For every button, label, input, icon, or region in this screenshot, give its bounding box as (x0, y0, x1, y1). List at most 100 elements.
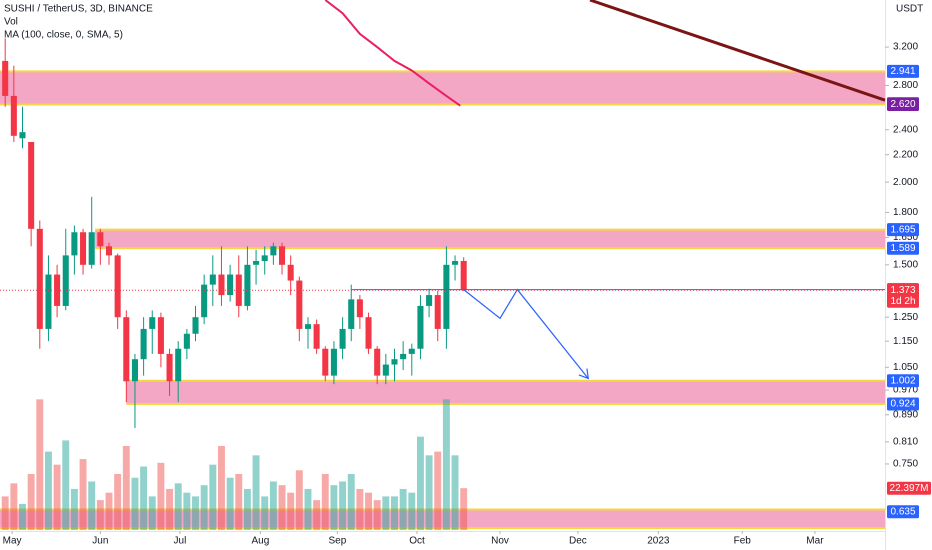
candle-body (19, 132, 26, 139)
volume-bar (19, 503, 26, 530)
volume-bar (269, 481, 277, 530)
volume-bar (166, 488, 174, 530)
candle-body (157, 317, 164, 354)
y-tick-label: 1.650 (893, 232, 918, 243)
zone (126, 380, 885, 405)
volume-bar (105, 492, 113, 530)
volume-bar (391, 496, 398, 530)
ma-line (324, 0, 461, 107)
volume-bar (114, 474, 122, 530)
candle-body (149, 317, 156, 329)
x-tick-label: Feb (734, 536, 752, 547)
volume-bar (382, 496, 390, 530)
candle-body (270, 246, 277, 256)
y-tick-label: 0.750 (893, 459, 918, 470)
volume-bar (148, 496, 156, 530)
price-tag-label: 0.635 (890, 506, 915, 517)
volume-bar (62, 440, 70, 530)
candle-body (71, 232, 78, 256)
price-tag (887, 98, 919, 112)
candle-body (140, 328, 147, 360)
volume-bar (416, 436, 424, 530)
x-tick-label: Jul (174, 536, 187, 547)
price-tag-label: 2.620 (890, 99, 915, 110)
candle-body (348, 299, 355, 329)
candle-body (304, 324, 312, 329)
price-tag-label: 1.695 (890, 224, 915, 235)
y-tick-label: 0.890 (893, 409, 918, 420)
candle-body (408, 348, 415, 354)
x-tick-label: Dec (569, 536, 587, 547)
volume-bar (373, 500, 381, 530)
plot (0, 0, 886, 530)
y-tick-label: 1.800 (893, 207, 918, 218)
candle-body (460, 260, 467, 291)
volume-bar (330, 485, 338, 530)
volume-bar (278, 485, 286, 530)
candle-body (365, 317, 372, 349)
y-tick-label: 0.970 (893, 385, 918, 396)
y-tick-label: 2.800 (893, 80, 918, 91)
volume-bar (304, 488, 312, 530)
candle-body (45, 274, 52, 329)
volume-bar (88, 481, 96, 530)
y-tick-label: 1.150 (893, 336, 918, 347)
volume-bar (235, 474, 243, 530)
price-tag (887, 283, 919, 308)
volume-legend: Vol (4, 17, 18, 28)
volume-tag (887, 481, 931, 495)
volume-bar (36, 399, 44, 530)
price-tag (887, 223, 919, 237)
volume-bar (295, 470, 303, 530)
candle-body (201, 284, 208, 318)
candle-body (296, 280, 303, 329)
price-tag (887, 397, 919, 411)
volume-bar (140, 466, 148, 530)
candle-body (235, 274, 242, 306)
candle-body (123, 317, 130, 382)
volume-bar (460, 488, 468, 530)
y-tick-label: 3.200 (893, 42, 918, 53)
candle-body (313, 324, 320, 349)
candle-body (97, 232, 104, 247)
volume-bar (347, 474, 355, 530)
candle-body (330, 348, 337, 376)
volume-bar (399, 488, 407, 530)
price-tag (887, 374, 919, 388)
x-tick-label: Oct (409, 536, 425, 547)
x-tick-label: Mar (806, 536, 824, 547)
volume-bar (365, 492, 372, 530)
candle-body (400, 353, 407, 360)
candle-body (426, 295, 433, 306)
candle-body (278, 246, 286, 265)
candle-body (114, 255, 121, 318)
price-tag-label: 1.002 (890, 375, 915, 386)
volume-bar (209, 464, 217, 530)
candle-body (382, 364, 389, 376)
candle-body (287, 264, 294, 281)
candle-body (166, 353, 173, 382)
projection-arrow (463, 288, 589, 379)
zone (0, 71, 885, 105)
candle-body (218, 274, 225, 296)
candle-body (253, 260, 260, 265)
price-tag-label: 0.924 (890, 399, 915, 410)
candle-body (175, 348, 182, 382)
volume-bar (131, 477, 139, 530)
price-tag-label: 1.373 (890, 285, 915, 296)
volume-bar (53, 464, 61, 530)
x-tick-label: May (3, 536, 22, 547)
price-tag-label: 1.589 (890, 243, 915, 254)
candle-body (2, 60, 9, 96)
y-tick-label: 2.400 (893, 124, 918, 135)
ma-legend: MA (100, close, 0, SMA, 5) (4, 30, 123, 41)
volume-bar (183, 492, 191, 530)
volume-bar (425, 455, 433, 530)
volume-bar (261, 496, 269, 530)
candle-body (131, 359, 138, 382)
volume-bar (27, 474, 35, 530)
price-tag (887, 64, 919, 78)
volume-bar (408, 492, 416, 530)
candle-body (322, 348, 329, 376)
